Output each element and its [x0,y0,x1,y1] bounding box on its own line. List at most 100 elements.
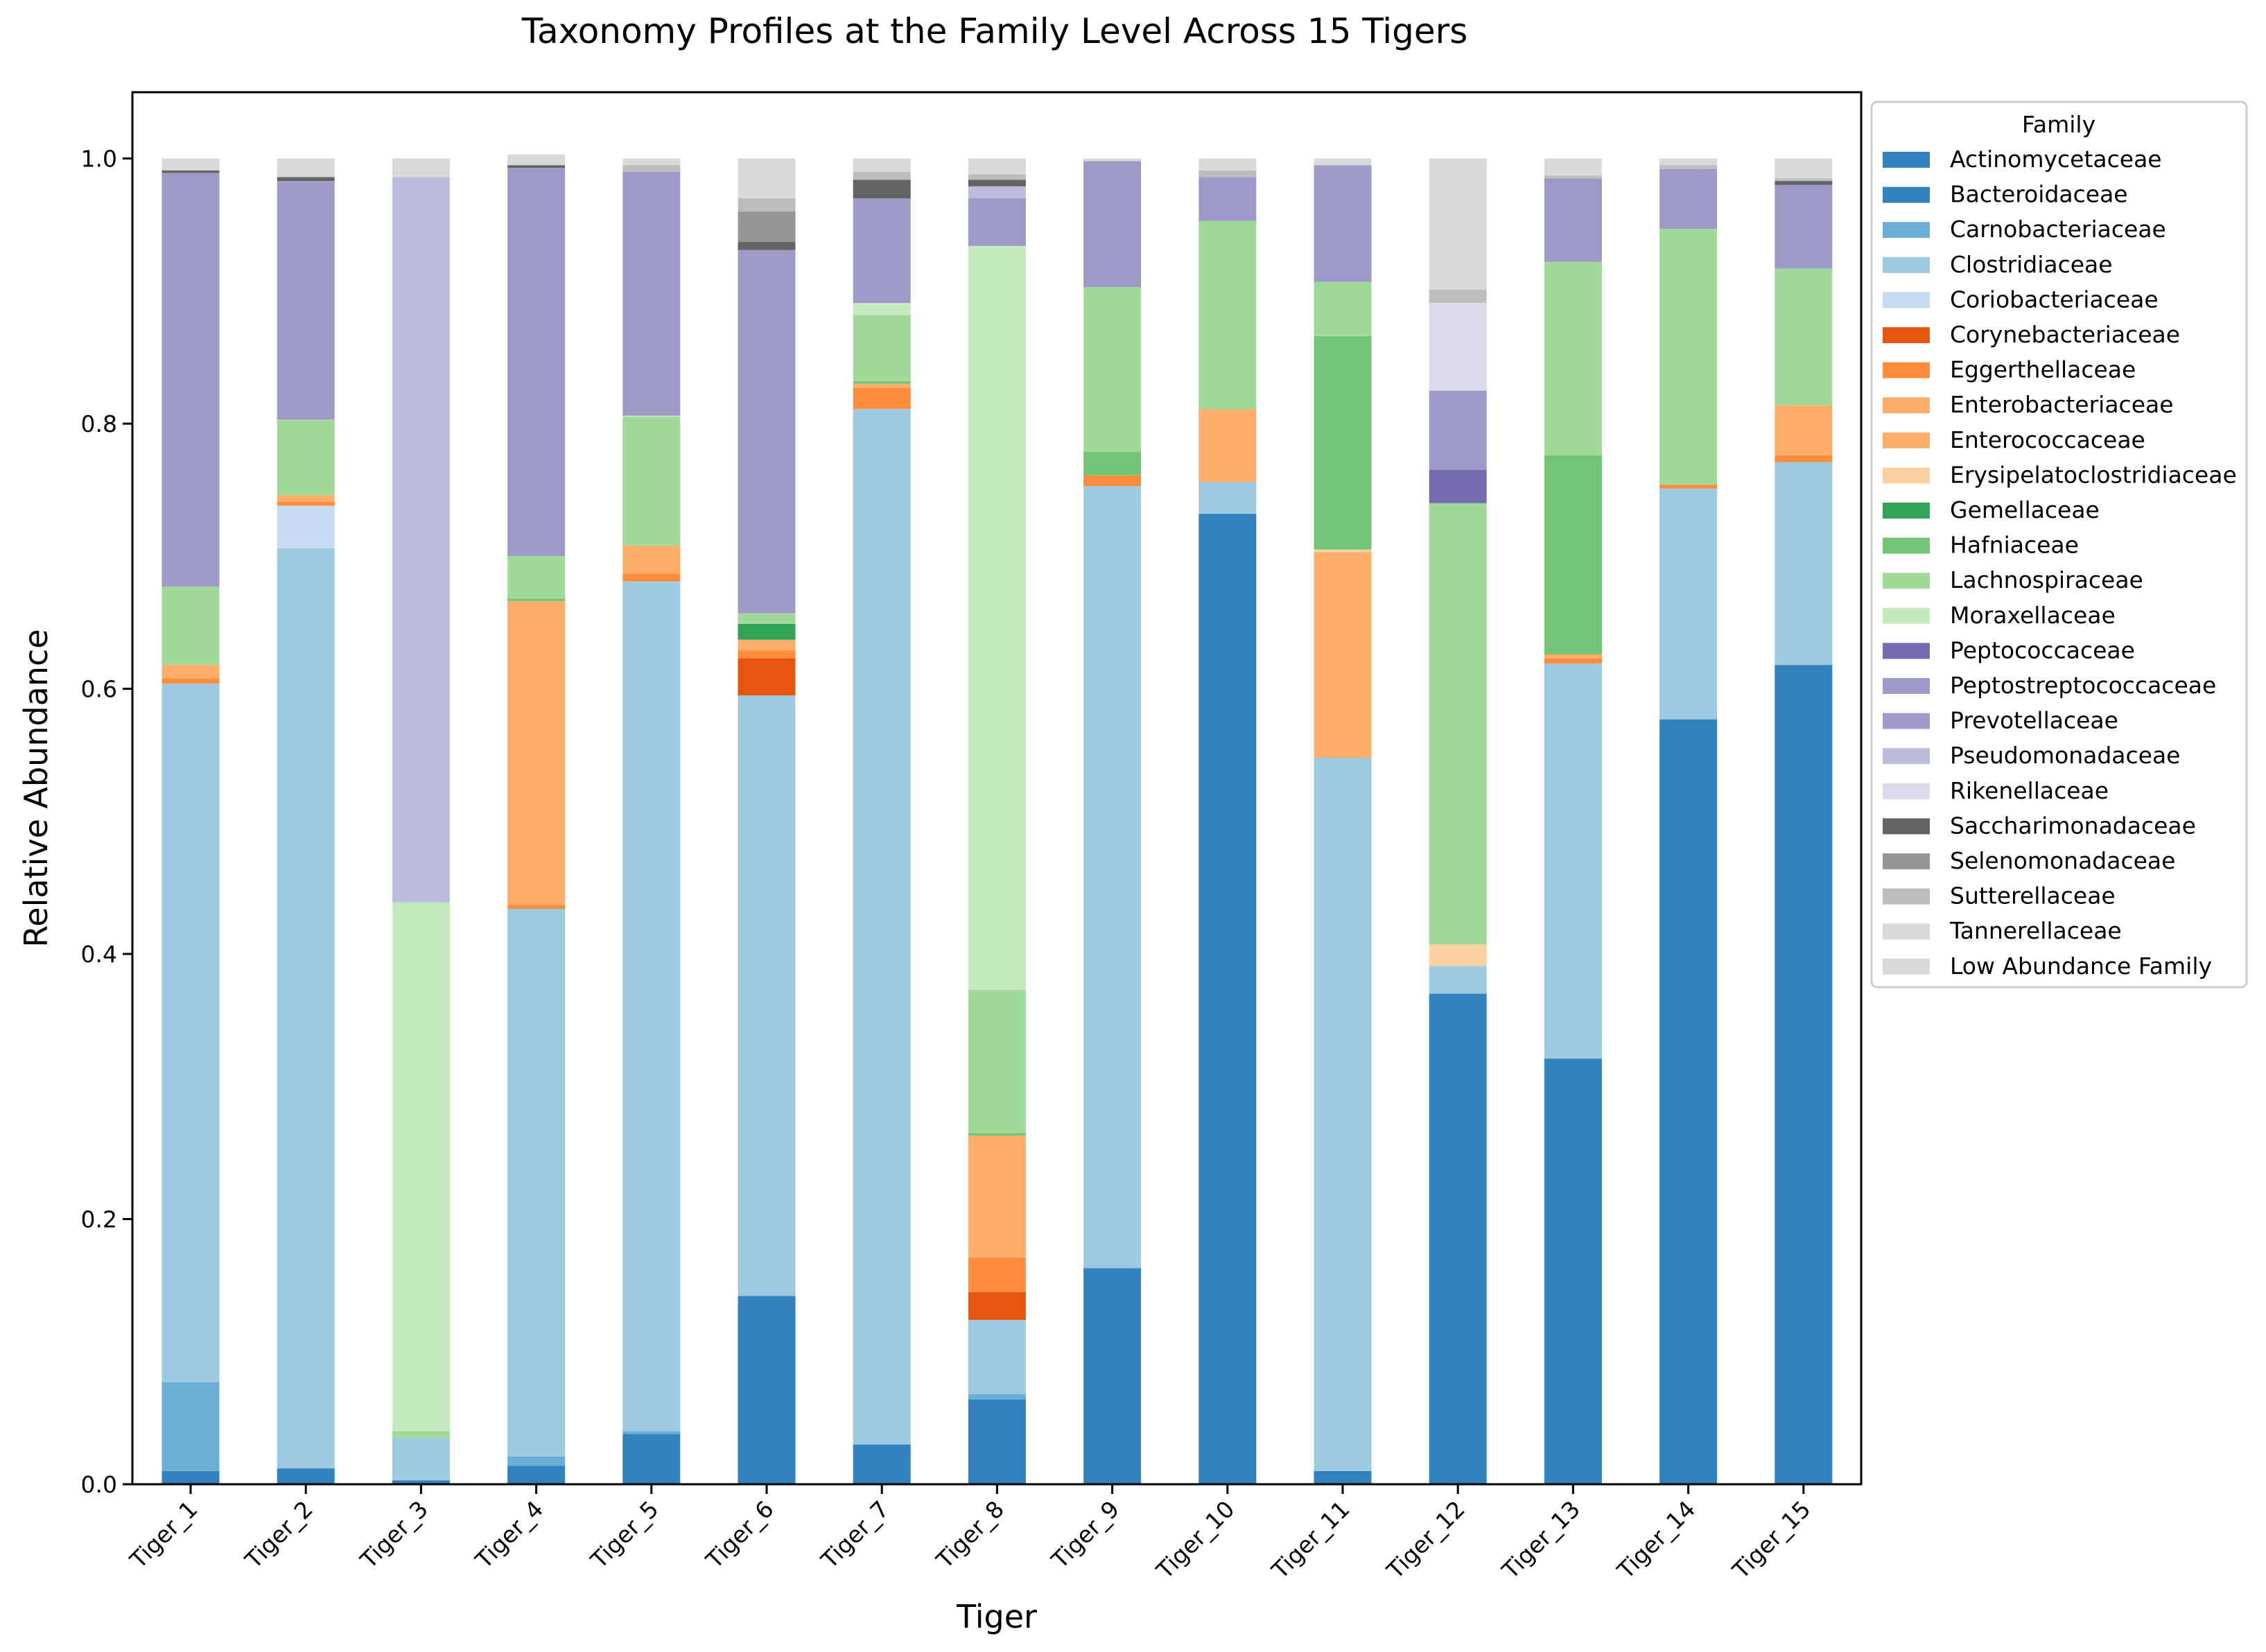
bar-segment [853,388,911,410]
bar-segment [162,683,220,1382]
x-tick-label: Tiger_10 [1151,1495,1239,1584]
bar-segment [1429,303,1487,391]
bar-segment [968,1136,1026,1258]
bar-segment [1544,654,1602,659]
legend-swatch [1883,292,1930,308]
bar-segment [507,556,566,599]
bar-segment [162,173,220,587]
legend-swatch [1883,818,1930,835]
legend-label: Corynebacteriaceae [1950,321,2180,348]
bar-segment [1659,158,1718,166]
x-tick-label: Tiger_14 [1612,1495,1700,1584]
bar-segment [968,186,1026,198]
legend-label: Hafniaceae [1950,532,2079,559]
bar-segment [1199,170,1257,177]
bar-segment [1199,482,1257,514]
legend-swatch [1883,853,1930,869]
bar-segment [968,1319,1026,1394]
bar-segment [968,1133,1026,1136]
x-tick-label: Tiger_13 [1497,1495,1585,1584]
legend-swatch [1883,888,1930,905]
bar-segment [1083,158,1142,162]
legend-swatch [1883,573,1930,589]
bar-segment [392,1480,450,1484]
bar-segment [277,505,335,548]
bar-segment [853,1444,911,1484]
bar-segment [1199,158,1257,171]
legend-swatch [1883,432,1930,449]
bar-segment [853,180,911,198]
y-tick-label: 0.6 [81,676,117,703]
bar-segment [1429,158,1487,290]
legend-label: Tannerellaceae [1949,917,2122,944]
bar-segment [1544,175,1602,179]
legend-label: Bacteroidaceae [1950,181,2128,208]
bar-segment [622,573,681,582]
bar-segment [162,170,220,173]
bar-segment [622,546,681,574]
bar-segment [162,665,220,679]
legend-swatch [1883,678,1930,694]
bar-segment [1314,336,1372,550]
legend-swatch [1883,748,1930,765]
y-axis-label: Relative Abundance [17,629,55,947]
bar-segment [277,495,335,502]
bar-segment [1659,485,1718,489]
x-tick-label: Tiger_6 [700,1495,779,1574]
bar-segment [507,1466,566,1484]
bar-segment [1314,552,1372,758]
bar-segment [1775,665,1833,1484]
bar-segment [622,1431,681,1434]
bar-segment [622,165,681,172]
bar-segment [1314,549,1372,553]
legend-title: Family [2022,111,2095,138]
bar-segment [622,581,681,1432]
y-tick-label: 0.2 [81,1206,117,1233]
legend-label: Carnobacteriaceae [1950,216,2166,243]
bar-segment [392,158,450,177]
bar-segment [1199,220,1257,410]
bar-segment [738,158,796,198]
bar-segment [853,409,911,1445]
bar-segment [853,198,911,304]
bar-segment [853,315,911,381]
legend-label: Enterobacteriaceae [1950,391,2174,418]
bar-segment [853,383,911,388]
legend-frame [1870,101,2248,989]
y-tick-label: 1.0 [81,146,117,173]
legend-label: Peptostreptococcaceae [1950,672,2216,699]
legend-label: Coriobacteriaceae [1950,286,2159,313]
legend-label: Moraxellaceae [1950,602,2116,629]
x-tick-label: Tiger_2 [239,1495,318,1574]
bar-segment [1083,486,1142,1269]
y-tick-label: 0.4 [81,941,117,968]
bar-segment [853,158,911,172]
legend-swatch [1883,186,1930,203]
x-axis: Tiger_1 Tiger_2 Tiger_3 Tiger_4 Tiger_5 Tiger… [124,1484,1815,1585]
bar-segment [1429,289,1487,303]
legend-swatch [1883,362,1930,379]
chart-title: Taxonomy Profiles at the Family Level Ac… [521,11,1468,51]
x-tick-label: Tiger_12 [1381,1495,1470,1584]
x-tick-label: Tiger_1 [124,1495,203,1574]
bar-segment [968,198,1026,246]
bar-segment [1659,165,1718,169]
bar-segment [507,154,566,166]
legend-swatch [1883,397,1930,414]
bar-segment [1199,514,1257,1484]
legend-swatch [1883,467,1930,484]
bar-segment [1659,168,1718,229]
bar-segment [1775,455,1833,462]
bar-segment [968,1258,1026,1292]
x-tick-label: Tiger_7 [815,1495,894,1574]
legend-label: Lachnospiraceae [1950,566,2143,593]
bar-segment [392,902,450,1432]
bar-segment [277,177,335,182]
bar-segment [1659,488,1718,720]
bar-segment [622,417,681,546]
x-tick-label: Tiger_5 [585,1495,664,1574]
bar-segment [968,1292,1026,1320]
bar-segment [392,177,450,903]
legend-swatch [1883,152,1930,168]
bar-segment [1429,966,1487,994]
